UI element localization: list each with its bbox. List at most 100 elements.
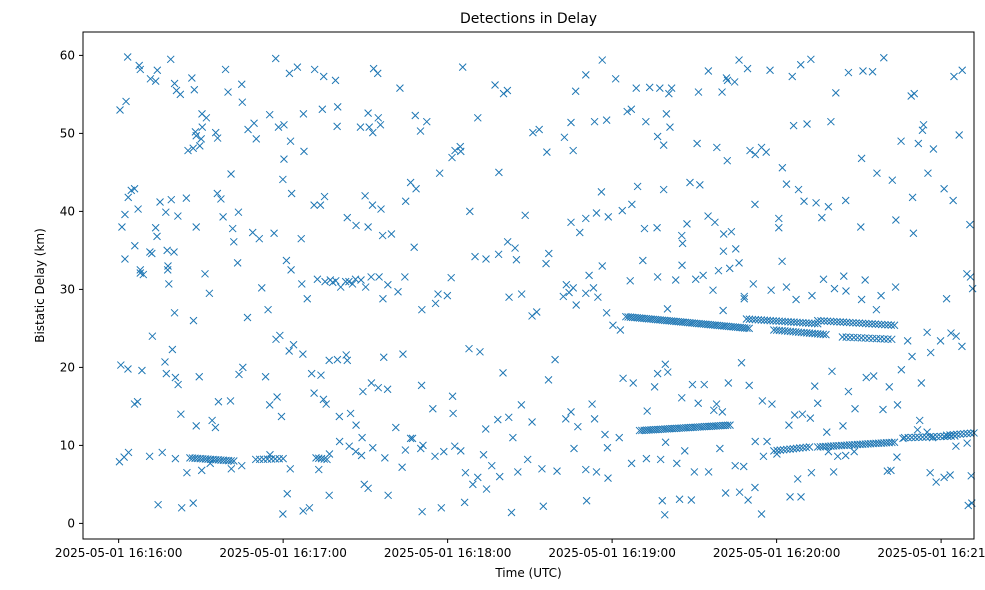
data-point	[471, 252, 479, 261]
data-point	[879, 53, 888, 62]
data-point	[678, 261, 686, 270]
data-point	[665, 89, 673, 98]
data-point	[377, 205, 385, 213]
data-point	[923, 328, 931, 337]
data-point	[918, 433, 927, 441]
data-point	[810, 382, 819, 390]
data-point	[387, 230, 396, 238]
data-point	[861, 276, 870, 284]
data-point	[376, 120, 385, 129]
data-point	[244, 125, 252, 134]
data-point	[833, 317, 841, 326]
data-point	[660, 510, 669, 519]
data-point	[124, 448, 133, 457]
data-point	[116, 361, 125, 369]
data-point	[158, 448, 167, 457]
data-point	[567, 408, 575, 416]
data-point	[627, 105, 636, 114]
data-point	[197, 135, 206, 143]
data-point	[465, 207, 474, 216]
data-point	[553, 467, 561, 475]
data-point	[418, 305, 426, 314]
data-point	[909, 229, 918, 238]
data-point	[797, 493, 805, 501]
data-point	[813, 316, 822, 325]
data-point	[769, 316, 778, 325]
data-point	[662, 110, 671, 118]
data-point	[642, 454, 651, 463]
data-point	[903, 337, 912, 345]
data-point	[213, 189, 222, 198]
data-point	[748, 315, 757, 324]
data-point	[940, 432, 948, 441]
y-tick-label: 10	[60, 438, 75, 452]
data-point	[831, 88, 840, 97]
data-point	[581, 289, 590, 298]
data-point	[964, 501, 973, 510]
x-tick-label: 2025-05-01 16:19:00	[548, 546, 675, 560]
data-point	[942, 431, 951, 440]
data-point	[691, 275, 700, 284]
data-point	[503, 237, 512, 246]
data-point	[521, 211, 530, 220]
axis-ticks: 2025-05-01 16:16:00 2025-05-01 16:17:00 20…	[55, 48, 985, 560]
data-point	[952, 332, 961, 341]
data-point	[274, 123, 283, 132]
data-point	[551, 355, 559, 364]
data-point	[751, 200, 759, 209]
data-point	[341, 277, 350, 286]
data-point	[287, 266, 295, 274]
data-point	[655, 84, 664, 93]
data-point	[280, 120, 288, 129]
data-point	[581, 465, 590, 474]
data-point	[124, 365, 132, 373]
data-point	[778, 257, 786, 266]
data-point	[227, 456, 236, 465]
data-point	[790, 318, 798, 327]
data-point	[851, 404, 859, 413]
data-point	[658, 496, 667, 505]
data-point	[495, 472, 504, 481]
data-point	[813, 399, 822, 408]
data-point	[458, 63, 467, 71]
data-point	[790, 411, 799, 419]
data-point	[731, 461, 740, 470]
data-point	[709, 406, 718, 415]
data-point	[590, 415, 599, 423]
data-point	[122, 97, 130, 106]
data-point	[322, 400, 331, 408]
data-point	[897, 365, 906, 374]
data-point	[745, 315, 754, 324]
data-point	[852, 319, 860, 327]
data-point	[229, 237, 238, 246]
data-point	[213, 134, 222, 142]
data-point	[745, 324, 754, 333]
data-point	[925, 433, 934, 441]
data-point	[892, 216, 900, 224]
data-point	[820, 317, 828, 325]
data-point	[151, 223, 160, 232]
data-point	[275, 331, 284, 340]
data-point	[883, 467, 892, 475]
data-point	[959, 429, 968, 438]
data-point	[806, 414, 815, 422]
data-point	[966, 429, 975, 438]
data-point	[317, 371, 325, 380]
data-point	[774, 223, 783, 232]
data-point	[626, 276, 635, 285]
data-point	[874, 320, 883, 329]
data-point	[677, 231, 686, 240]
data-point	[933, 432, 941, 441]
data-point	[712, 400, 721, 408]
data-point	[585, 271, 593, 280]
data-point	[323, 455, 331, 464]
data-point	[170, 79, 179, 88]
data-point	[661, 360, 670, 369]
data-point	[299, 350, 307, 358]
y-axis-label: Bistatic Delay (km)	[33, 228, 47, 343]
data-point	[208, 416, 216, 425]
data-point	[929, 432, 938, 441]
data-point	[428, 404, 437, 413]
data-point	[374, 383, 383, 392]
